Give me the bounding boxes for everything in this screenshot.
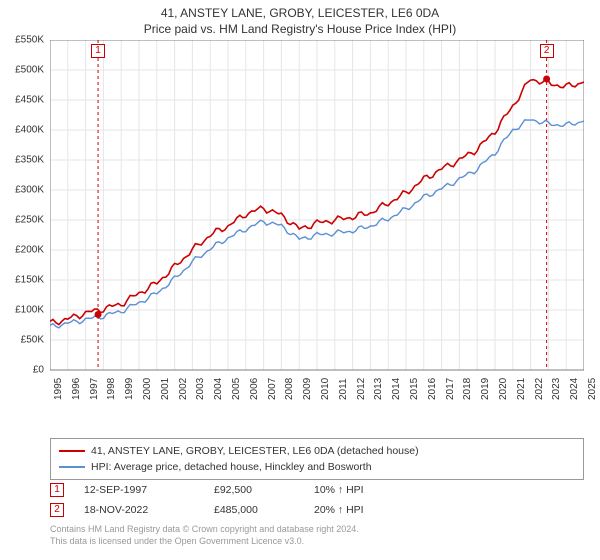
chart-svg bbox=[50, 40, 584, 400]
data-point-pct: 10% ↑ HPI bbox=[314, 484, 434, 496]
x-axis-tick-label: 2017 bbox=[445, 378, 456, 400]
x-axis-tick-label: 1999 bbox=[124, 378, 135, 400]
y-axis-tick-label: £450K bbox=[0, 95, 44, 106]
y-axis-tick-label: £400K bbox=[0, 125, 44, 136]
footer-line1: Contains HM Land Registry data © Crown c… bbox=[50, 524, 584, 536]
data-point-price: £92,500 bbox=[214, 484, 314, 496]
x-axis-tick-label: 2020 bbox=[498, 378, 509, 400]
legend-swatch bbox=[59, 466, 85, 468]
x-axis-tick-label: 2008 bbox=[284, 378, 295, 400]
y-axis-tick-label: £200K bbox=[0, 245, 44, 256]
y-axis-tick-label: £350K bbox=[0, 155, 44, 166]
x-axis-tick-label: 1995 bbox=[53, 378, 64, 400]
x-axis-tick-label: 2003 bbox=[195, 378, 206, 400]
data-point-price: £485,000 bbox=[214, 504, 314, 516]
x-axis-tick-label: 2025 bbox=[587, 378, 598, 400]
chart-marker-2: 2 bbox=[540, 44, 554, 58]
chart-container: 41, ANSTEY LANE, GROBY, LEICESTER, LE6 0… bbox=[0, 0, 600, 560]
legend-label: 41, ANSTEY LANE, GROBY, LEICESTER, LE6 0… bbox=[91, 445, 419, 457]
data-point-date: 12-SEP-1997 bbox=[84, 484, 214, 496]
x-axis-tick-label: 2006 bbox=[249, 378, 260, 400]
data-point-row: 1 12-SEP-1997£92,50010% ↑ HPI bbox=[50, 480, 584, 500]
x-axis-tick-label: 2000 bbox=[142, 378, 153, 400]
y-axis-tick-label: £500K bbox=[0, 65, 44, 76]
y-axis-tick-label: £50K bbox=[0, 335, 44, 346]
y-axis-tick-label: £300K bbox=[0, 185, 44, 196]
chart-title-address: 41, ANSTEY LANE, GROBY, LEICESTER, LE6 0… bbox=[0, 6, 600, 20]
title-block: 41, ANSTEY LANE, GROBY, LEICESTER, LE6 0… bbox=[0, 0, 600, 38]
data-point-marker: 1 bbox=[50, 483, 64, 497]
y-axis-tick-label: £150K bbox=[0, 275, 44, 286]
x-axis-tick-label: 1997 bbox=[89, 378, 100, 400]
chart-marker-1: 1 bbox=[91, 44, 105, 58]
legend-label: HPI: Average price, detached house, Hinc… bbox=[91, 461, 372, 473]
x-axis-tick-label: 2014 bbox=[391, 378, 402, 400]
data-point-marker: 2 bbox=[50, 503, 64, 517]
data-points-table: 1 12-SEP-1997£92,50010% ↑ HPI 2 18-NOV-2022… bbox=[50, 480, 584, 520]
legend: 41, ANSTEY LANE, GROBY, LEICESTER, LE6 0… bbox=[50, 438, 584, 480]
x-axis-tick-label: 2022 bbox=[534, 378, 545, 400]
x-axis-tick-label: 2024 bbox=[569, 378, 580, 400]
x-axis-tick-label: 2018 bbox=[462, 378, 473, 400]
y-axis-tick-label: £250K bbox=[0, 215, 44, 226]
x-axis-tick-label: 2015 bbox=[409, 378, 420, 400]
x-axis-tick-label: 1998 bbox=[106, 378, 117, 400]
chart-area: £0£50K£100K£150K£200K£250K£300K£350K£400… bbox=[50, 40, 584, 400]
x-axis-tick-label: 2013 bbox=[373, 378, 384, 400]
y-axis-tick-label: £550K bbox=[0, 35, 44, 46]
x-axis-tick-label: 2007 bbox=[267, 378, 278, 400]
x-axis-tick-label: 2004 bbox=[213, 378, 224, 400]
x-axis-tick-label: 2016 bbox=[427, 378, 438, 400]
chart-title-sub: Price paid vs. HM Land Registry's House … bbox=[0, 22, 600, 36]
x-axis-tick-label: 2011 bbox=[338, 378, 349, 400]
x-axis-tick-label: 2019 bbox=[480, 378, 491, 400]
y-axis-tick-label: £0 bbox=[0, 365, 44, 376]
x-axis-tick-label: 2021 bbox=[516, 378, 527, 400]
legend-swatch bbox=[59, 450, 85, 452]
x-axis-tick-label: 1996 bbox=[71, 378, 82, 400]
footer-attribution: Contains HM Land Registry data © Crown c… bbox=[50, 524, 584, 547]
y-axis-tick-label: £100K bbox=[0, 305, 44, 316]
x-axis-tick-label: 2023 bbox=[551, 378, 562, 400]
x-axis-tick-label: 2010 bbox=[320, 378, 331, 400]
legend-row: HPI: Average price, detached house, Hinc… bbox=[59, 459, 575, 475]
x-axis-tick-label: 2012 bbox=[356, 378, 367, 400]
x-axis-tick-label: 2009 bbox=[302, 378, 313, 400]
x-axis-tick-label: 2002 bbox=[178, 378, 189, 400]
data-point-row: 2 18-NOV-2022£485,00020% ↑ HPI bbox=[50, 500, 584, 520]
legend-row: 41, ANSTEY LANE, GROBY, LEICESTER, LE6 0… bbox=[59, 443, 575, 459]
footer-line2: This data is licensed under the Open Gov… bbox=[50, 536, 584, 548]
x-axis-tick-label: 2005 bbox=[231, 378, 242, 400]
x-axis-tick-label: 2001 bbox=[160, 378, 171, 400]
data-point-pct: 20% ↑ HPI bbox=[314, 504, 434, 516]
data-point-date: 18-NOV-2022 bbox=[84, 504, 214, 516]
